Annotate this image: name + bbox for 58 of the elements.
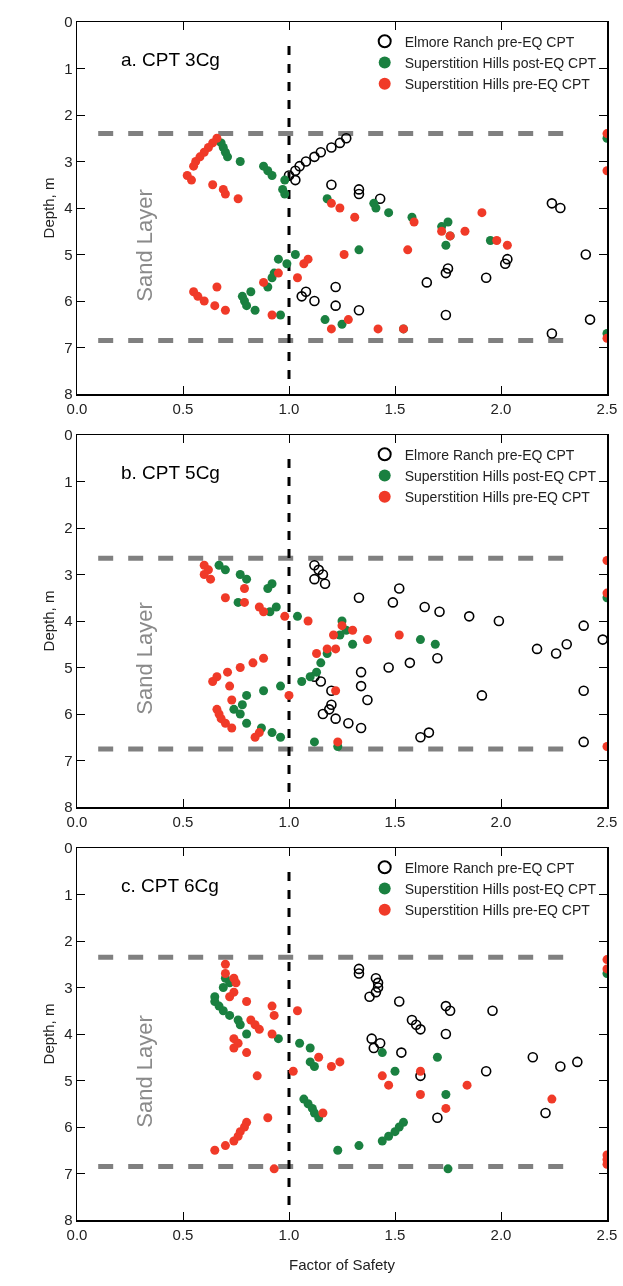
annotation: Sand Layer [132,189,158,302]
y-tick-label: 4 [64,199,73,217]
y-tick-label: 4 [64,1025,73,1043]
y-tick-label: 1 [64,59,73,77]
y-axis-title: Depth, m [39,590,57,652]
y-tick-label: 1 [64,472,73,490]
y-axis-title: Depth, m [39,177,57,239]
legend-label: Superstition Hills pre-EQ CPT [404,76,591,93]
y-tick-label: 2 [64,519,73,537]
legend-label: Superstition Hills post-EQ CPT [404,467,597,484]
legend-label: Superstition Hills pre-EQ CPT [404,902,591,919]
text: c. CPT 6Cg [121,875,219,896]
y-tick-label: 6 [64,705,73,723]
x-tick-label: 0.5 [172,1225,194,1243]
x-tick-label: 1.5 [384,1225,406,1243]
annotation: Sand Layer [132,602,158,715]
x-tick-label: 2.0 [490,1225,512,1243]
y-tick-label: 5 [64,658,73,676]
x-tick-label: 1.0 [278,812,300,830]
y-tick-label: 5 [64,1071,73,1089]
x-tick-label: 0.5 [172,812,194,830]
y-tick-label: 7 [64,1164,73,1182]
y-tick-label: 6 [64,1118,73,1136]
y-axis-title: Depth, m [39,1003,57,1065]
x-tick-label: 1.5 [384,812,406,830]
y-tick-label: 3 [64,978,73,996]
legend-label: Elmore Ranch pre-EQ CPT [404,33,575,50]
x-tick-label: 2.0 [490,812,512,830]
y-tick-label: 0 [64,839,73,857]
y-tick-label: 0 [64,426,73,444]
x-tick-label: 2.5 [596,812,618,830]
legend-label: Superstition Hills post-EQ CPT [404,54,597,71]
y-tick-label: 1 [64,885,73,903]
legend-label: Elmore Ranch pre-EQ CPT [404,859,575,876]
x-tick-label: 2.0 [490,399,512,417]
x-tick-label: 1.0 [278,399,300,417]
text: b. CPT 5Cg [121,462,220,483]
x-axis-title: Factor of Safety [289,1256,396,1274]
x-tick-label: 0.5 [172,399,194,417]
y-tick-label: 2 [64,106,73,124]
y-tick-label: 3 [64,152,73,170]
legend-label: Elmore Ranch pre-EQ CPT [404,446,575,463]
y-tick-label: 7 [64,338,73,356]
y-tick-label: 6 [64,292,73,310]
y-tick-label: 3 [64,565,73,583]
text: a. CPT 3Cg [121,49,220,70]
x-tick-label: 2.5 [596,399,618,417]
y-tick-label: 4 [64,612,73,630]
y-tick-label: 5 [64,245,73,263]
y-tick-label: 7 [64,751,73,769]
x-tick-label: 1.5 [384,399,406,417]
y-tick-label: 2 [64,932,73,950]
legend-label: Superstition Hills post-EQ CPT [404,880,597,897]
legend-label: Superstition Hills pre-EQ CPT [404,489,591,506]
x-tick-label: 2.5 [596,1225,618,1243]
annotation: Sand Layer [132,1015,158,1128]
y-tick-label: 0 [64,13,73,31]
x-tick-label: 1.0 [278,1225,300,1243]
